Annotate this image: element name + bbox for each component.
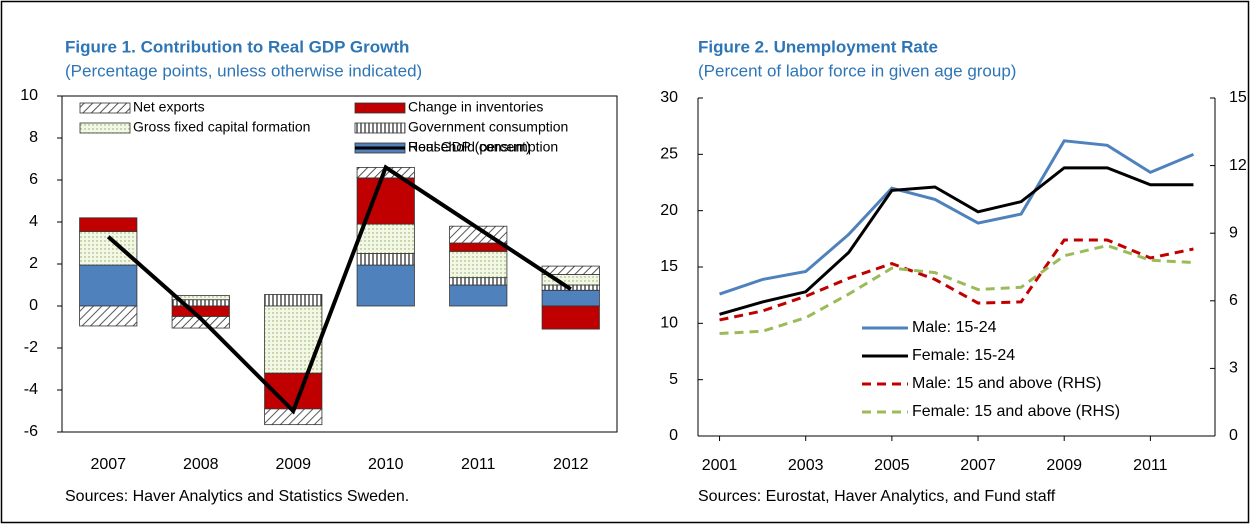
bar-segment	[264, 294, 323, 307]
bar-segment	[79, 305, 138, 327]
chart-title: Figure 2. Unemployment Rate	[698, 37, 938, 56]
y-tick-label: 20	[660, 202, 678, 219]
plot-frame	[61, 95, 618, 433]
series-line	[719, 244, 1194, 335]
legend-swatch	[354, 122, 406, 134]
legend-box	[70, 99, 608, 157]
y-tick-label: 6	[29, 171, 38, 188]
legend-swatch	[354, 102, 406, 114]
y-tick-label: 10	[20, 87, 38, 104]
bar-segment	[79, 264, 138, 307]
x-tick-label: 2012	[553, 456, 589, 473]
y-tick-label: 8	[29, 129, 38, 146]
legend-label: Male: 15-24	[912, 319, 997, 336]
y2-tick-label: 9	[1229, 224, 1238, 241]
bar-segment	[541, 305, 600, 330]
legend-label: Change in inventories	[408, 99, 543, 115]
chart-title: Figure 1. Contribution to Real GDP Growt…	[65, 37, 409, 56]
y-tick-label: 25	[660, 146, 678, 163]
x-tick-label: 2008	[183, 456, 219, 473]
y-tick-label: 0	[29, 297, 38, 314]
y-tick-label: 10	[660, 315, 678, 332]
y2-tick-label: 15	[1229, 89, 1247, 106]
legend-label: Household consumption	[408, 139, 558, 155]
legend-label: Net exports	[133, 99, 205, 115]
x-tick-label: 2003	[788, 457, 824, 474]
x-tick-label: 2011	[1133, 457, 1168, 474]
bar-segment	[541, 289, 600, 307]
y2-tick-label: 3	[1229, 360, 1238, 377]
x-tick-label: 2009	[275, 456, 311, 473]
chart-subtitle: (Percent of labor force in given age gro…	[698, 61, 1016, 80]
x-tick-label: 2007	[960, 457, 996, 474]
y-tick-label: 5	[669, 371, 678, 388]
gdp-line	[106, 164, 572, 415]
legend-label: Government consumption	[408, 119, 568, 135]
legend-label: Male: 15 and above (RHS)	[912, 375, 1101, 392]
bar-segment	[356, 253, 415, 266]
bar-segment	[171, 305, 230, 317]
bar-segment	[79, 231, 138, 266]
x-tick-label: 2009	[1046, 457, 1082, 474]
series-line	[719, 166, 1194, 316]
y-tick-label: 0	[669, 427, 678, 444]
series-line	[719, 139, 1195, 296]
legend-label: Real GDP (percent)	[408, 139, 531, 155]
bar-segment	[356, 223, 415, 254]
chart-source: Sources: Haver Analytics and Statistics …	[65, 488, 409, 505]
legend-swatch	[79, 102, 131, 114]
y-tick-label: 15	[660, 258, 678, 275]
y-tick-label: -2	[24, 339, 38, 356]
bar-segment	[541, 265, 600, 275]
x-tick-label: 2007	[90, 456, 126, 473]
bar-segment	[449, 242, 508, 252]
series-line	[719, 238, 1194, 322]
legend-swatch	[79, 122, 131, 134]
y2-tick-label: 12	[1229, 157, 1247, 174]
bar-segment	[356, 264, 415, 307]
bar-segment	[171, 295, 230, 301]
legend-label: Female: 15 and above (RHS)	[912, 403, 1120, 420]
y2-tick-label: 6	[1229, 292, 1238, 309]
bar-segment	[449, 250, 508, 279]
x-tick-label: 2005	[874, 457, 910, 474]
y-tick-label: 2	[29, 255, 38, 272]
x-tick-label: 2010	[368, 456, 404, 473]
y2-tick-label: 0	[1229, 427, 1238, 444]
x-tick-label: 2011	[461, 456, 496, 473]
legend-label: Gross fixed capital formation	[133, 119, 310, 135]
y-tick-label: 30	[660, 89, 678, 106]
chart-subtitle: (Percentage points, unless otherwise ind…	[65, 61, 422, 80]
chart-source: Sources: Eurostat, Haver Analytics, and …	[698, 488, 1056, 505]
y-tick-label: -6	[24, 423, 38, 440]
x-tick-label: 2001	[702, 457, 738, 474]
y-tick-label: -4	[24, 381, 38, 398]
y-tick-label: 4	[29, 213, 38, 230]
bar-segment	[449, 277, 508, 286]
bar-segment	[79, 217, 138, 232]
bar-segment	[449, 284, 508, 307]
legend-label: Female: 15-24	[912, 347, 1015, 364]
